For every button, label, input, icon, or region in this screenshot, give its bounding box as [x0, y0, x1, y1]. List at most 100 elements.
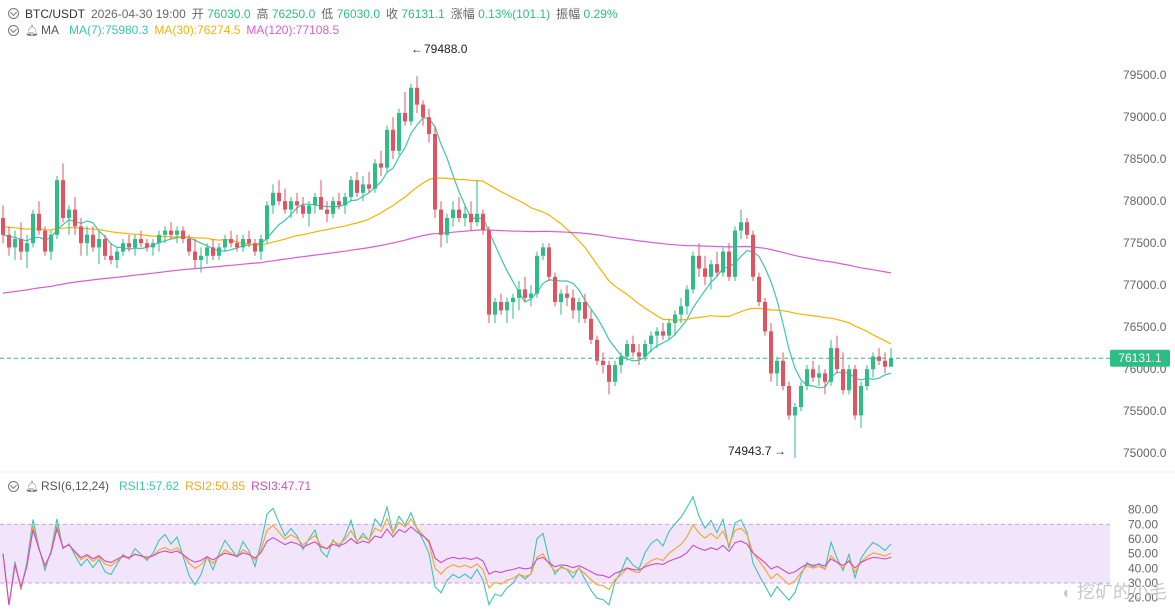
- candle-body: [541, 247, 545, 256]
- candle-body: [493, 302, 497, 315]
- candle-body: [427, 117, 431, 134]
- rsi-tick-label: 20.00: [1128, 591, 1158, 605]
- candle-body: [397, 113, 401, 151]
- candle-body: [583, 302, 587, 319]
- open-value: 76030.0: [207, 7, 251, 21]
- ohlc-header: BTC/USDT 2026-04-30 19:00 开 76030.0 高 76…: [8, 5, 618, 22]
- bell-icon[interactable]: 🔔︎: [25, 24, 39, 37]
- candle-body: [757, 276, 761, 302]
- watermark: ◐ 挖矿的小毛: [1062, 578, 1167, 604]
- candle-body: [307, 205, 311, 214]
- candle-body: [109, 255, 113, 260]
- candle-body: [211, 247, 215, 256]
- candle-body: [811, 369, 815, 378]
- ma-lines: [2, 117, 892, 389]
- price-tick-label: 77000.0: [1123, 278, 1167, 292]
- rsi-tick-label: 80.00: [1128, 503, 1158, 517]
- min-arrow-icon: →: [774, 444, 786, 458]
- ma30-line: [2, 177, 892, 345]
- rsi-tick-label: 70.00: [1128, 517, 1158, 531]
- min-price-label: 74943.7: [728, 444, 772, 458]
- candle-body: [235, 243, 239, 248]
- candle-body: [877, 356, 881, 361]
- candle-body: [841, 369, 845, 391]
- rsi-bell-icon[interactable]: 🔔︎: [25, 480, 39, 493]
- candle-body: [97, 239, 101, 248]
- last-price-box: [1110, 349, 1170, 367]
- candle-body: [577, 302, 581, 311]
- candle-body: [535, 255, 539, 294]
- ma30-legend: MA(30):76274.5: [154, 23, 241, 37]
- candle-body: [595, 339, 599, 361]
- candle-body: [289, 201, 293, 210]
- candle-body: [739, 222, 743, 231]
- candle-body: [49, 234, 53, 252]
- rsi-collapse-icon[interactable]: [8, 480, 19, 492]
- candle-body: [151, 243, 155, 248]
- candle-body: [55, 180, 59, 235]
- candle-body: [559, 293, 563, 302]
- low-value: 76030.0: [336, 7, 380, 21]
- candle-body: [103, 239, 107, 256]
- candle-body: [523, 289, 527, 298]
- candle-body: [571, 297, 575, 311]
- candle-body: [673, 314, 677, 323]
- candle-body: [157, 234, 161, 244]
- candle-body: [19, 239, 23, 252]
- candle-body: [517, 289, 521, 298]
- price-y-axis: 75000.075500.076000.076500.077000.077500…: [1123, 68, 1167, 460]
- candle-body: [457, 209, 461, 218]
- ma120-legend: MA(120):77108.5: [246, 23, 340, 37]
- candle-body: [445, 218, 449, 235]
- ma7-line: [2, 117, 892, 389]
- rsi-label[interactable]: RSI(6,12,24): [40, 479, 110, 493]
- change-value: 0.13%(101.1): [478, 7, 551, 21]
- ma7-legend: MA(7):75980.3: [68, 23, 149, 37]
- candle-body: [187, 239, 191, 252]
- candle-body: [631, 344, 635, 353]
- symbol-label: BTC/USDT: [25, 6, 85, 21]
- candle-body: [667, 323, 671, 336]
- candle-body: [379, 163, 383, 168]
- high-label: 高: [256, 7, 269, 21]
- candle-body: [871, 356, 875, 370]
- datetime-label: 2026-04-30 19:00: [91, 6, 186, 21]
- candle-body: [661, 331, 665, 336]
- candle-body: [7, 234, 11, 248]
- rsi3-line: [2, 525, 892, 606]
- candle-body: [175, 230, 179, 235]
- candle-body: [649, 335, 653, 344]
- candle-body: [283, 201, 287, 210]
- collapse-icon[interactable]: [8, 8, 19, 19]
- candle-body: [691, 255, 695, 290]
- candle-body: [271, 192, 275, 206]
- candles: [1, 76, 893, 458]
- candle-body: [619, 356, 623, 365]
- candle-body: [295, 201, 299, 206]
- close-value: 76131.1: [401, 7, 445, 21]
- candle-body: [313, 197, 317, 206]
- candle-body: [325, 209, 329, 214]
- candle-body: [31, 213, 35, 244]
- candle-body: [133, 239, 137, 248]
- candle-body: [355, 180, 359, 193]
- candle-body: [349, 180, 353, 197]
- candle-body: [865, 369, 869, 386]
- candle-body: [205, 247, 209, 256]
- candle-body: [1, 218, 5, 235]
- candle-body: [565, 293, 569, 298]
- candle-body: [73, 209, 77, 227]
- candle-body: [253, 243, 257, 252]
- candle-body: [763, 302, 767, 332]
- ma-label[interactable]: MA: [40, 23, 59, 37]
- ma-collapse-icon[interactable]: [8, 24, 19, 36]
- candle-body: [277, 192, 281, 202]
- candle-body: [433, 134, 437, 210]
- candle-body: [43, 230, 47, 252]
- candle-body: [79, 226, 83, 244]
- candle-body: [733, 230, 737, 277]
- rsi-tick-label: 60.00: [1128, 532, 1158, 546]
- candle-body: [655, 331, 659, 336]
